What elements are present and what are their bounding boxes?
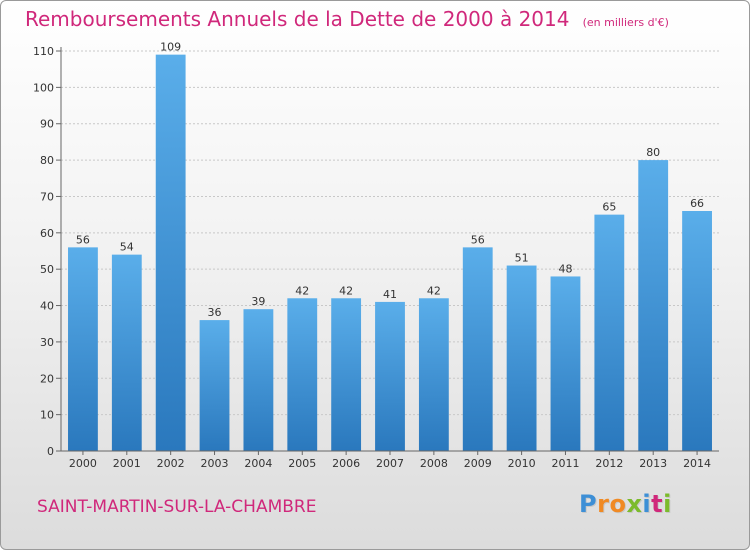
y-tick-label: 10: [40, 409, 54, 422]
y-tick-label: 70: [40, 190, 54, 203]
axis-layer: 0 10 20 30 40 50 60 70 80 90 100 110 56 2000 54 2001 109…: [33, 41, 719, 470]
x-tick-label: 2012: [595, 457, 623, 470]
x-tick-label: 2008: [420, 457, 448, 470]
chart-subtitle: (en milliers d'€): [582, 16, 669, 29]
x-tick-label: 2007: [376, 457, 404, 470]
x-tick-label: 2014: [683, 457, 711, 470]
y-tick-label: 50: [40, 263, 54, 276]
y-tick-label: 100: [33, 81, 54, 94]
data-label: 109: [160, 41, 181, 54]
x-tick-label: 2002: [157, 457, 185, 470]
bar: [199, 320, 230, 451]
data-label: 41: [383, 288, 397, 301]
bar: [68, 247, 98, 451]
x-tick-label: 2006: [332, 457, 360, 470]
logo-letter: o: [609, 490, 627, 518]
bar: [287, 298, 318, 451]
y-tick-label: 60: [40, 227, 54, 240]
y-tick-label: 20: [40, 372, 54, 385]
x-tick-label: 2003: [201, 457, 229, 470]
logo-letter: i: [642, 490, 652, 518]
y-tick-label: 110: [33, 45, 54, 58]
data-label: 66: [690, 197, 704, 210]
bar: [462, 247, 493, 451]
data-label: 42: [427, 284, 441, 297]
bar: [155, 54, 186, 452]
data-label: 54: [120, 241, 134, 254]
commune-name: SAINT-MARTIN-SUR-LA-CHAMBRE: [37, 497, 317, 517]
y-tick-label: 30: [40, 336, 54, 349]
y-tick-label: 40: [40, 300, 54, 313]
data-label: 51: [515, 252, 529, 265]
y-tick-label: 80: [40, 154, 54, 167]
logo-letter: x: [626, 490, 643, 518]
x-tick-label: 2004: [244, 457, 272, 470]
x-tick-label: 2011: [551, 457, 579, 470]
x-tick-label: 2000: [69, 457, 97, 470]
logo-letter: r: [597, 490, 610, 518]
bar: [111, 254, 142, 451]
bar: [418, 298, 449, 451]
bar: [506, 265, 537, 451]
bar: [594, 214, 625, 451]
bar: [375, 301, 405, 451]
bar-layer: [68, 54, 712, 452]
data-label: 65: [602, 201, 616, 214]
bar: [243, 309, 274, 451]
data-label: 42: [295, 284, 309, 297]
x-tick-label: 2001: [113, 457, 141, 470]
data-label: 48: [558, 262, 572, 275]
bar: [550, 276, 581, 451]
logo-letter: t: [651, 490, 664, 518]
data-label: 80: [646, 146, 660, 159]
x-tick-label: 2010: [508, 457, 536, 470]
logo-letter: i: [663, 490, 672, 518]
x-tick-label: 2005: [288, 457, 316, 470]
data-label: 42: [339, 284, 353, 297]
title-row: Remboursements Annuels de la Dette de 20…: [25, 7, 669, 31]
x-tick-label: 2013: [639, 457, 667, 470]
proxiti-logo: Proxiti: [579, 490, 672, 518]
bar: [331, 298, 362, 451]
chart-title: Remboursements Annuels de la Dette de 20…: [25, 7, 570, 31]
bar: [682, 211, 712, 451]
bar: [638, 160, 669, 451]
data-label: 56: [471, 233, 485, 246]
x-tick-label: 2009: [464, 457, 492, 470]
y-tick-label: 90: [40, 118, 54, 131]
y-tick-label: 0: [47, 445, 54, 458]
logo-letter: P: [579, 490, 598, 518]
data-label: 36: [208, 306, 222, 319]
data-label: 56: [76, 233, 90, 246]
data-label: 39: [251, 295, 265, 308]
